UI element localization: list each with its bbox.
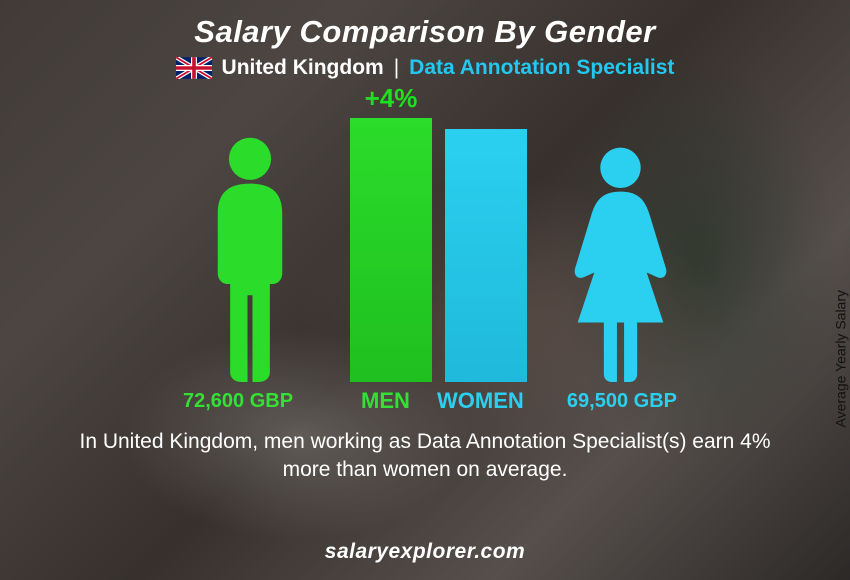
summary-text: In United Kingdom, men working as Data A… (65, 428, 785, 485)
men-salary: 72,600 GBP (183, 390, 293, 413)
country-label: United Kingdom (222, 56, 384, 80)
footer-source: salaryexplorer.com (0, 540, 850, 564)
separator: | (394, 56, 399, 80)
uk-flag-icon (176, 57, 212, 79)
chart-label-row: 72,600 GBP MEN WOMEN 69,500 GBP (105, 384, 745, 418)
y-axis-label: Average Yearly Salary (832, 290, 848, 428)
men-icon-wrap (175, 134, 325, 382)
woman-icon (561, 144, 680, 382)
job-title: Data Annotation Specialist (409, 56, 674, 80)
salary-chart: +4% 72,600 GBP MEN WOMEN 69,5 (105, 98, 745, 418)
subtitle-row: United Kingdom | Data Annotation Special… (176, 56, 675, 80)
women-label: WOMEN (437, 388, 524, 414)
pct-difference-label: +4% (350, 83, 432, 114)
men-label: MEN (361, 388, 410, 414)
women-icon-wrap (545, 144, 695, 382)
man-icon (188, 134, 312, 382)
women-salary: 69,500 GBP (567, 390, 677, 413)
page-title: Salary Comparison By Gender (194, 14, 655, 50)
men-bar (350, 118, 432, 382)
infographic-content: Salary Comparison By Gender United Kingd… (0, 0, 850, 580)
women-bar (445, 129, 527, 382)
